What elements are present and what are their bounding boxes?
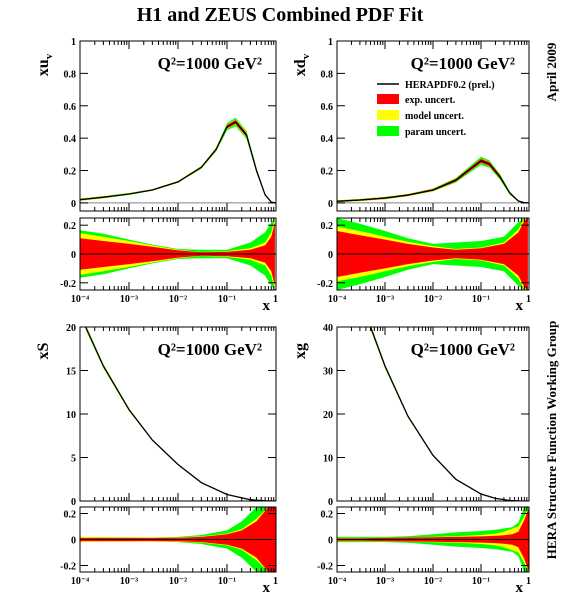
y-axis-label: xg xyxy=(292,343,309,359)
ratio-plot-area xyxy=(337,507,529,572)
x-tick-label: 1 xyxy=(273,576,278,587)
x-tick-label: 10⁻⁴ xyxy=(71,294,89,305)
x-tick-label: 10⁻⁴ xyxy=(328,294,346,305)
y-tick-label: 0 xyxy=(328,199,333,210)
panel-xuv: 0 0.2 0.4 0.6 0.8 1 xuv Q²=1000 GeV² -0.2 0 0.2 10⁻… xyxy=(35,37,278,314)
x-tick-label: 10⁻¹ xyxy=(472,294,490,305)
group-note: HERA Structure Function Working Group xyxy=(544,321,559,559)
main-plot-area xyxy=(85,327,276,501)
y-tick-label: 0.6 xyxy=(64,102,77,113)
exp-uncert-band xyxy=(337,158,529,203)
y-tick-label: 1 xyxy=(71,37,76,48)
x-tick-label: 1 xyxy=(273,294,278,305)
y-tick-label: 0.8 xyxy=(321,69,334,80)
x-axis-label: x xyxy=(263,298,271,314)
y-tick-label: 40 xyxy=(323,323,333,334)
y-tick-label: 5 xyxy=(71,454,76,465)
y-tick-label: 20 xyxy=(323,410,333,421)
ratio-y-tick-label: 0.2 xyxy=(64,221,77,232)
x-tick-label: 10⁻⁴ xyxy=(328,576,346,587)
y-tick-label: 0 xyxy=(71,199,76,210)
central-curve xyxy=(85,327,276,501)
x-tick-label: 1 xyxy=(526,294,531,305)
q2-annotation: Q²=1000 GeV² xyxy=(158,340,262,359)
legend-model-label: model uncert. xyxy=(405,111,464,122)
x-tick-label: 10⁻² xyxy=(424,576,442,587)
x-axis-label: x xyxy=(516,580,524,596)
y-tick-label: 0.8 xyxy=(64,69,77,80)
ratio-y-tick-label: -0.2 xyxy=(317,562,333,573)
ratio-y-tick-label: 0.2 xyxy=(321,510,334,521)
main-plot-area xyxy=(337,156,529,204)
y-tick-label: 15 xyxy=(66,367,76,378)
y-tick-label: 1 xyxy=(328,37,333,48)
legend-exp-swatch xyxy=(377,94,399,104)
panel-xg: 0 10 20 30 40 xg Q²=1000 GeV² -0.2 0 0.2 10⁻⁴ 10⁻³ 1… xyxy=(292,323,531,596)
ratio-y-tick-label: 0.2 xyxy=(64,510,77,521)
legend-model-swatch xyxy=(377,110,399,120)
param-uncert-band xyxy=(337,156,529,203)
x-tick-label: 10⁻² xyxy=(169,294,187,305)
ratio-y-tick-label: -0.2 xyxy=(60,279,76,290)
q2-annotation: Q²=1000 GeV² xyxy=(411,340,515,359)
date-note: April 2009 xyxy=(544,42,559,101)
q2-annotation: Q²=1000 GeV² xyxy=(411,54,515,73)
q2-annotation: Q²=1000 GeV² xyxy=(158,54,262,73)
ratio-plot-area xyxy=(80,218,276,290)
ratio-y-tick-label: 0 xyxy=(71,536,76,547)
y-tick-label: 20 xyxy=(66,323,76,334)
y-tick-label: 0.2 xyxy=(321,167,334,178)
ratio-y-tick-label: -0.2 xyxy=(60,562,76,573)
legend-central-label: HERAPDF0.2 (prel.) xyxy=(405,80,495,91)
ratio-plot-area xyxy=(337,218,529,290)
x-axis-label: x xyxy=(516,298,524,314)
panel-xS: 0 5 10 15 20 xS Q²=1000 GeV² -0.2 0 0.2 10⁻⁴ 10⁻³ 10… xyxy=(35,323,278,596)
y-tick-label: 0.6 xyxy=(321,102,334,113)
x-tick-label: 1 xyxy=(526,576,531,587)
y-tick-label: 0.4 xyxy=(321,134,334,145)
y-axis-label: xS xyxy=(35,342,52,359)
y-tick-label: 0 xyxy=(71,497,76,508)
panel-xdv: 0 0.2 0.4 0.6 0.8 1 xdv Q²=1000 GeV² -0.2 0 0.2 10⁻… xyxy=(292,37,531,314)
central-curve xyxy=(337,160,529,204)
y-tick-label: 0.2 xyxy=(64,167,77,178)
y-tick-label: 30 xyxy=(323,367,333,378)
x-tick-label: 10⁻² xyxy=(169,576,187,587)
y-tick-label: 0 xyxy=(328,497,333,508)
ratio-y-tick-label: -0.2 xyxy=(317,279,333,290)
y-tick-label: 10 xyxy=(323,454,333,465)
x-tick-label: 10⁻² xyxy=(424,294,442,305)
ratio-plot-area xyxy=(80,507,276,572)
legend-param-swatch xyxy=(377,126,399,136)
x-tick-label: 10⁻³ xyxy=(376,294,394,305)
ratio-y-tick-label: 0 xyxy=(71,250,76,261)
y-axis-label: xdv xyxy=(292,53,312,76)
x-tick-label: 10⁻¹ xyxy=(472,576,490,587)
ratio-y-tick-label: 0 xyxy=(328,250,333,261)
x-tick-label: 10⁻⁴ xyxy=(71,576,89,587)
main-plot-area xyxy=(80,117,276,204)
figure-title: H1 and ZEUS Combined PDF Fit xyxy=(137,4,424,26)
x-axis-label: x xyxy=(263,580,271,596)
legend-exp-label: exp. uncert. xyxy=(405,95,456,106)
param-uncert-band xyxy=(80,117,276,203)
legend: HERAPDF0.2 (prel.) exp. uncert. model unce… xyxy=(377,80,495,138)
ratio-y-tick-label: 0 xyxy=(328,536,333,547)
x-tick-label: 10⁻³ xyxy=(376,576,394,587)
x-tick-label: 10⁻¹ xyxy=(218,294,236,305)
x-tick-label: 10⁻³ xyxy=(120,576,138,587)
x-tick-label: 10⁻¹ xyxy=(218,576,236,587)
x-tick-label: 10⁻³ xyxy=(120,294,138,305)
model-uncert-band xyxy=(337,158,529,203)
y-axis-label: xuv xyxy=(35,53,55,76)
y-tick-label: 10 xyxy=(66,410,76,421)
panels: 0 0.2 0.4 0.6 0.8 1 xuv Q²=1000 GeV² -0.2 0 0.2 10⁻… xyxy=(35,37,531,596)
y-tick-label: 0.4 xyxy=(64,134,77,145)
ratio-y-tick-label: 0.2 xyxy=(321,221,334,232)
legend-param-label: param uncert. xyxy=(405,127,467,138)
central-curve xyxy=(80,121,276,204)
